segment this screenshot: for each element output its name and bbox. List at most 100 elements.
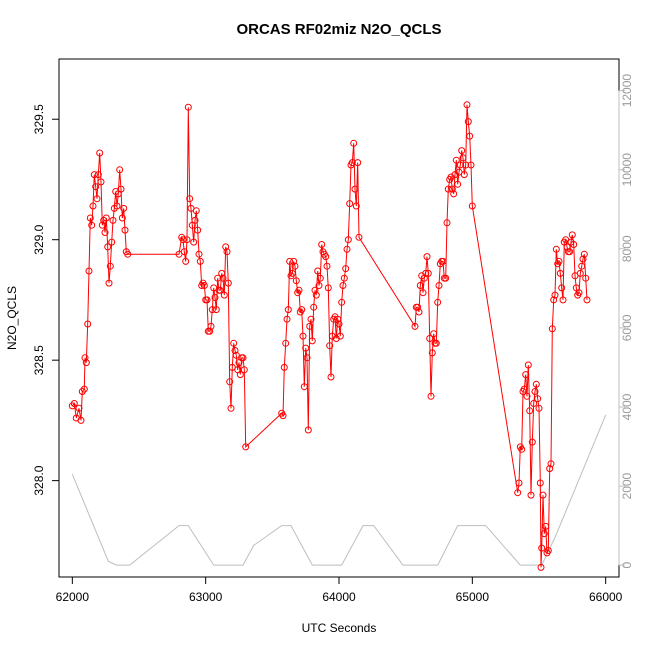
data-point — [104, 243, 112, 251]
data-point — [342, 265, 350, 273]
data-point — [578, 262, 586, 270]
data-point — [226, 378, 234, 386]
y2-tick-label: 0 — [620, 561, 634, 568]
data-point — [299, 332, 307, 340]
data-point — [339, 282, 347, 289]
data-point — [206, 327, 214, 335]
data-point — [196, 257, 204, 265]
data-point — [414, 303, 422, 311]
data-point — [566, 248, 574, 256]
data-point — [240, 366, 248, 374]
data-point — [180, 248, 188, 256]
data-point — [551, 291, 559, 299]
data-point — [318, 241, 326, 248]
data-point — [194, 226, 202, 234]
y2-tick-label: 12000 — [620, 74, 634, 108]
data-point — [432, 339, 440, 347]
data-point — [515, 479, 523, 487]
data-point — [290, 257, 298, 265]
data-point — [322, 253, 330, 261]
x-tick-label: 64000 — [322, 590, 356, 604]
data-point — [463, 101, 471, 109]
data-point — [326, 342, 334, 350]
data-point — [419, 289, 427, 297]
data-point — [343, 245, 351, 253]
data-point — [224, 279, 232, 287]
data-point — [424, 269, 432, 277]
data-point — [427, 392, 435, 400]
data-point — [542, 522, 550, 530]
data-point — [315, 282, 323, 289]
data-point — [423, 253, 431, 261]
data-point — [539, 491, 547, 499]
data-point — [220, 291, 228, 299]
data-point — [279, 412, 287, 420]
data-point — [70, 400, 78, 407]
data-point — [192, 207, 200, 215]
data-point — [312, 291, 320, 299]
data-point — [411, 322, 419, 330]
data-point — [459, 154, 467, 162]
data-point — [291, 262, 299, 270]
data-point — [307, 315, 315, 323]
data-point — [523, 392, 531, 400]
data-point — [179, 236, 187, 244]
data-point — [580, 250, 588, 258]
y-tick-label: 329.0 — [32, 224, 46, 254]
data-point — [450, 190, 458, 198]
data-point — [547, 460, 555, 468]
data-point — [348, 159, 356, 167]
altitude-line — [71, 414, 607, 566]
data-point — [219, 274, 227, 282]
altitude-series — [71, 414, 607, 566]
data-point — [310, 303, 318, 311]
data-point — [182, 257, 190, 265]
data-point — [120, 204, 128, 212]
data-point — [212, 306, 220, 314]
data-point — [531, 388, 539, 395]
data-point — [534, 395, 542, 403]
chart-title: ORCAS RF02miz N2O_QCLS — [236, 21, 441, 38]
data-point — [94, 171, 102, 179]
data-point — [514, 489, 522, 497]
data-point — [286, 257, 294, 265]
data-point — [540, 530, 548, 538]
data-point — [216, 286, 224, 294]
data-point — [323, 262, 331, 270]
data-point — [195, 250, 203, 258]
data-point — [102, 214, 110, 222]
data-point — [200, 282, 208, 289]
data-point — [284, 306, 292, 314]
axes: 62000 63000 64000 65000 66000 328.0 328.5 329.0… — [32, 74, 634, 604]
data-point — [84, 320, 92, 328]
x-axis-label: UTC Seconds — [302, 621, 377, 635]
data-point — [282, 339, 290, 347]
data-point — [98, 221, 106, 229]
data-point — [327, 373, 335, 381]
data-point — [303, 354, 311, 362]
data-point — [106, 262, 114, 270]
y-tick-label: 329.5 — [32, 104, 46, 134]
data-point — [75, 404, 83, 412]
data-point — [350, 139, 358, 147]
data-point — [304, 426, 312, 434]
data-point — [340, 274, 348, 282]
data-point — [89, 202, 97, 210]
data-point — [415, 308, 423, 316]
data-point — [124, 250, 132, 258]
data-point — [230, 339, 238, 347]
data-point — [530, 400, 538, 407]
data-point — [575, 289, 583, 297]
data-point — [242, 443, 250, 451]
data-point — [568, 231, 576, 239]
data-point — [538, 544, 546, 552]
data-point — [354, 159, 362, 167]
x-tick-label: 63000 — [189, 590, 223, 604]
data-point — [308, 337, 316, 345]
data-point — [468, 202, 476, 210]
data-point — [576, 269, 584, 277]
data-point — [222, 243, 230, 251]
data-point — [579, 255, 587, 263]
data-point — [466, 132, 474, 140]
data-point — [426, 335, 434, 342]
